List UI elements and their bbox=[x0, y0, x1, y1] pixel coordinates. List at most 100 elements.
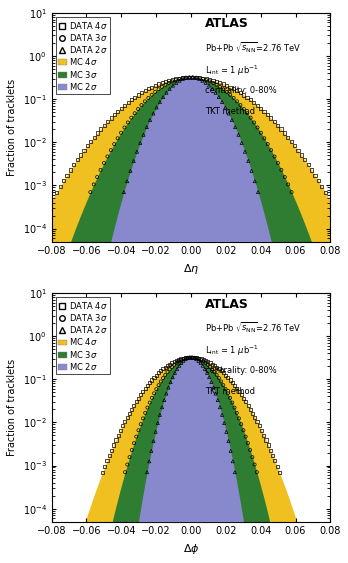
Point bbox=[193, 73, 199, 82]
Point bbox=[145, 93, 151, 102]
Point bbox=[203, 356, 208, 365]
Point bbox=[278, 124, 284, 133]
Point bbox=[131, 401, 137, 410]
Point bbox=[230, 457, 236, 466]
Point bbox=[189, 353, 195, 362]
Point bbox=[95, 128, 100, 137]
Point bbox=[319, 182, 325, 191]
Point bbox=[252, 413, 258, 422]
Point bbox=[61, 176, 66, 185]
Point bbox=[219, 97, 225, 106]
Point bbox=[221, 368, 226, 377]
Point bbox=[190, 73, 196, 82]
Text: L$_{\mathrm{int}}$ = 1 $\mu$b$^{-1}$: L$_{\mathrm{int}}$ = 1 $\mu$b$^{-1}$ bbox=[205, 343, 259, 358]
Point bbox=[125, 460, 130, 469]
Point bbox=[299, 150, 304, 159]
Point bbox=[167, 360, 173, 369]
Legend: DATA 4$\sigma$, DATA 3$\sigma$, DATA 2$\sigma$, MC 4$\sigma$, MC 3$\sigma$, MC 2: DATA 4$\sigma$, DATA 3$\sigma$, DATA 2$\… bbox=[56, 297, 110, 374]
Point bbox=[145, 403, 150, 412]
Point bbox=[187, 73, 192, 82]
Text: centrality: 0-80%: centrality: 0-80% bbox=[205, 366, 277, 375]
Point bbox=[183, 73, 189, 82]
Point bbox=[214, 77, 219, 86]
Point bbox=[135, 105, 141, 114]
Point bbox=[183, 73, 189, 82]
Point bbox=[54, 187, 60, 196]
Point bbox=[268, 146, 274, 155]
Point bbox=[190, 73, 195, 82]
Point bbox=[194, 354, 199, 363]
Point bbox=[223, 427, 229, 436]
Point bbox=[81, 146, 87, 155]
Point bbox=[236, 130, 241, 139]
Point bbox=[156, 368, 161, 377]
Point bbox=[169, 77, 175, 86]
Point bbox=[232, 123, 238, 132]
Point bbox=[104, 457, 110, 466]
Text: centrality: 0-80%: centrality: 0-80% bbox=[205, 86, 277, 95]
Point bbox=[124, 177, 130, 186]
Point bbox=[263, 435, 269, 444]
Point bbox=[225, 389, 231, 398]
Point bbox=[85, 141, 90, 150]
Point bbox=[98, 124, 104, 133]
Point bbox=[227, 376, 233, 385]
Point bbox=[272, 152, 277, 161]
Point bbox=[193, 355, 199, 364]
Point bbox=[160, 373, 166, 382]
X-axis label: $\Delta\eta$: $\Delta\eta$ bbox=[183, 262, 199, 276]
Point bbox=[220, 79, 226, 88]
Point bbox=[183, 73, 189, 82]
Point bbox=[200, 357, 206, 366]
Point bbox=[322, 187, 328, 196]
Point bbox=[245, 401, 251, 410]
Point bbox=[142, 384, 148, 393]
Point bbox=[222, 103, 228, 112]
Point bbox=[312, 171, 318, 180]
Point bbox=[250, 409, 255, 418]
Point bbox=[140, 387, 145, 396]
Point bbox=[209, 84, 215, 93]
Point bbox=[134, 432, 139, 441]
Point bbox=[258, 128, 264, 137]
Point bbox=[204, 368, 210, 377]
Point bbox=[227, 90, 233, 99]
Point bbox=[144, 468, 150, 477]
Point bbox=[157, 410, 163, 419]
Text: TKT method: TKT method bbox=[205, 387, 255, 396]
Point bbox=[169, 363, 175, 372]
Point bbox=[173, 74, 179, 83]
Point bbox=[140, 414, 146, 423]
Point bbox=[227, 394, 233, 403]
Text: TKT method: TKT method bbox=[205, 106, 255, 115]
Point bbox=[115, 107, 121, 116]
Point bbox=[209, 365, 215, 374]
Point bbox=[152, 81, 158, 90]
Point bbox=[216, 92, 222, 101]
Point bbox=[163, 370, 168, 379]
Point bbox=[142, 86, 148, 95]
Point bbox=[255, 187, 261, 196]
Point bbox=[183, 355, 188, 364]
Point bbox=[214, 363, 220, 372]
Point bbox=[172, 360, 177, 369]
Point bbox=[169, 358, 175, 367]
Point bbox=[64, 171, 70, 180]
Point bbox=[163, 81, 168, 90]
Point bbox=[210, 78, 216, 87]
Point bbox=[238, 101, 243, 110]
Point bbox=[166, 78, 172, 87]
Point bbox=[151, 436, 156, 445]
Point bbox=[88, 137, 94, 146]
Point bbox=[165, 361, 170, 370]
Point bbox=[243, 432, 248, 441]
Point bbox=[176, 361, 182, 370]
Point bbox=[163, 363, 168, 372]
Point bbox=[261, 431, 267, 440]
Y-axis label: Fraction of tracklets: Fraction of tracklets bbox=[7, 359, 17, 456]
Point bbox=[57, 182, 63, 191]
Point bbox=[172, 368, 178, 377]
Point bbox=[225, 373, 231, 382]
Point bbox=[289, 187, 294, 196]
Point bbox=[248, 113, 253, 122]
